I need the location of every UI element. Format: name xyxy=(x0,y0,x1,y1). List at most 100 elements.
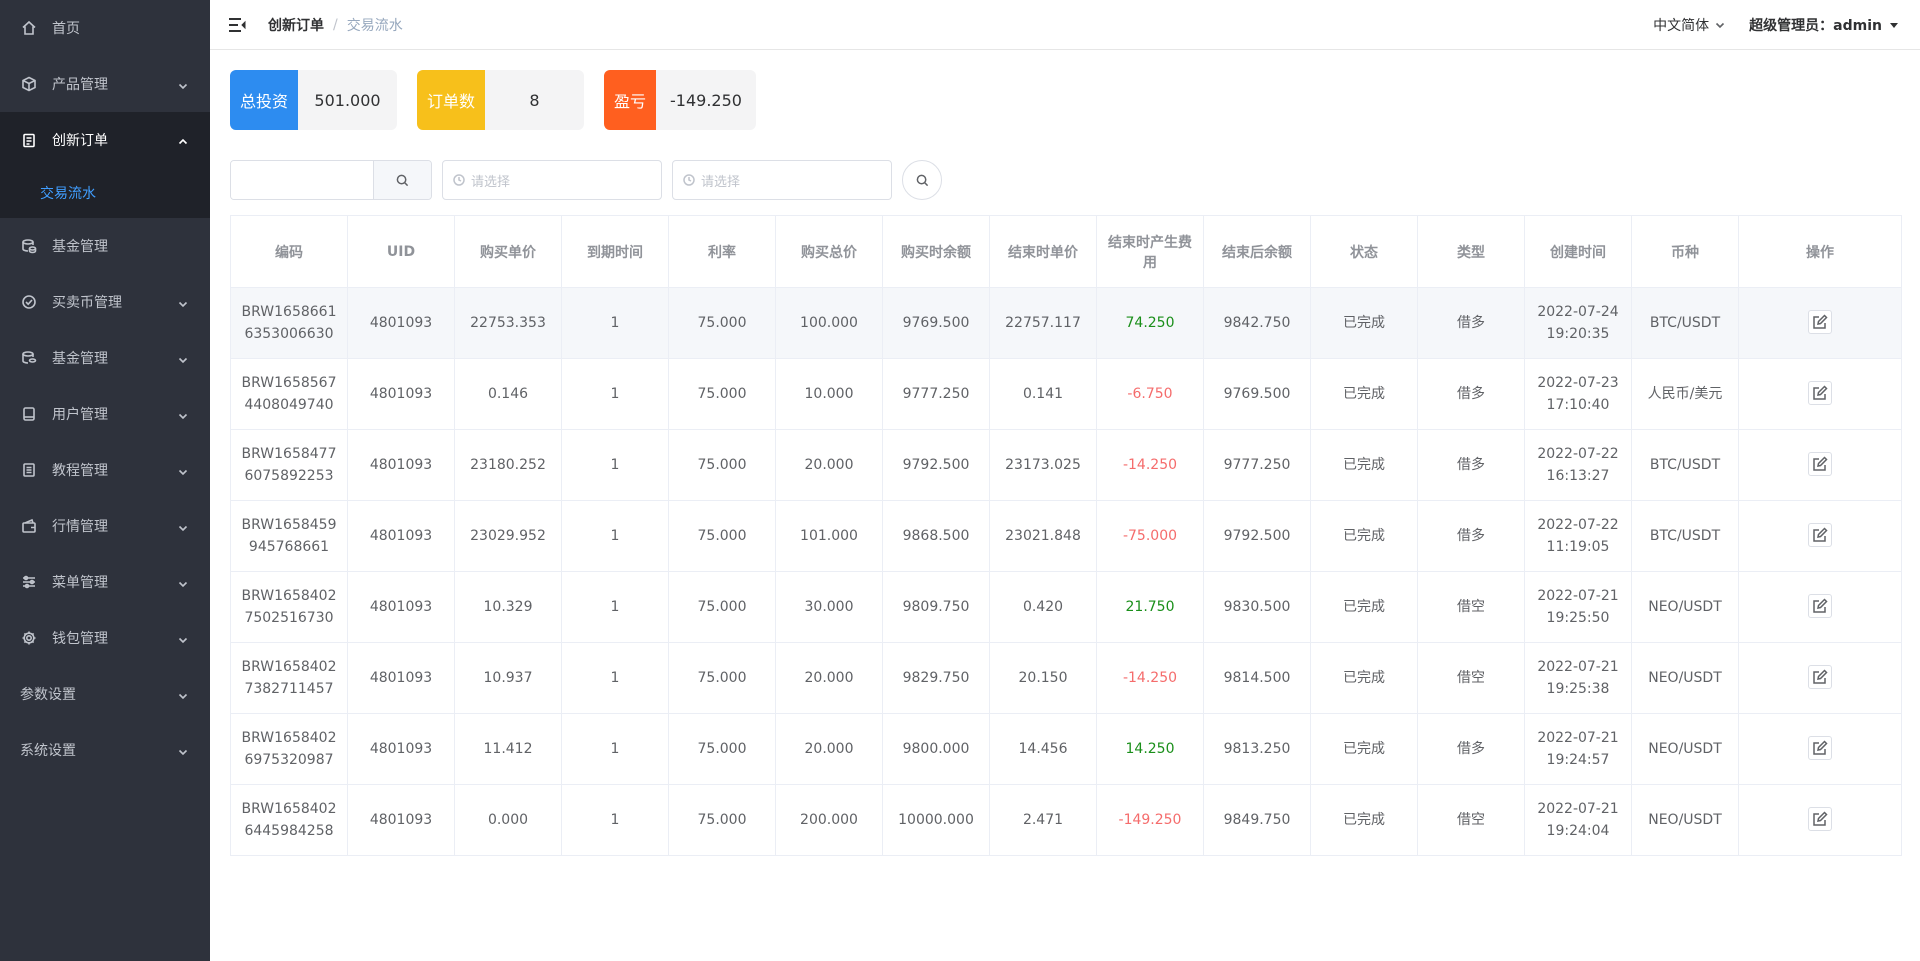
sidebar-item-system[interactable]: 系统设置 xyxy=(0,722,210,778)
cell-status: 已完成 xyxy=(1310,713,1418,785)
cell-type: 借多 xyxy=(1417,429,1525,501)
cell-balance-before: 9792.500 xyxy=(882,429,990,501)
cell-currency: NEO/USDT xyxy=(1631,642,1739,714)
cell-buy-total: 20.000 xyxy=(775,429,883,501)
edit-button[interactable] xyxy=(1808,309,1832,334)
cell-balance-before: 9868.500 xyxy=(882,500,990,572)
edit-button[interactable] xyxy=(1808,664,1832,689)
chevron-down-icon xyxy=(178,409,188,420)
chevron-up-icon xyxy=(178,135,188,145)
cell-fee: -6.750 xyxy=(1096,358,1204,430)
cell-buy-price: 0.000 xyxy=(454,784,562,856)
check-circle-icon xyxy=(20,293,38,311)
cell-status: 已完成 xyxy=(1310,500,1418,572)
cell-currency: BTC/USDT xyxy=(1631,500,1739,572)
sidebar-item-coin-trade[interactable]: 买卖币管理 xyxy=(0,274,210,330)
edit-button[interactable] xyxy=(1808,735,1832,760)
cell-balance-before: 10000.000 xyxy=(882,784,990,856)
edit-button[interactable] xyxy=(1808,380,1832,405)
sidebar-item-products[interactable]: 产品管理 xyxy=(0,56,210,112)
table-row: BRW16584776075892253 4801093 23180.252 1 75.… xyxy=(230,429,1902,501)
edit-icon xyxy=(1813,810,1828,826)
cell-status: 已完成 xyxy=(1310,642,1418,714)
cell-end-price: 20.150 xyxy=(989,642,1097,714)
sidebar-item-funds-2[interactable]: 基金管理 xyxy=(0,330,210,386)
user-menu[interactable]: 超级管理员：admin xyxy=(1749,15,1898,35)
date-end-placeholder: 请选择 xyxy=(701,174,741,190)
breadcrumb-parent[interactable]: 创新订单 xyxy=(268,17,324,34)
language-label: 中文简体 xyxy=(1653,18,1710,34)
cell-rate: 75.000 xyxy=(668,287,776,359)
caret-down-icon xyxy=(1890,22,1898,28)
tablet-icon xyxy=(20,405,38,423)
cell-rate: 75.000 xyxy=(668,713,776,785)
cell-end-price: 0.420 xyxy=(989,571,1097,643)
sidebar-item-funds[interactable]: 基金管理 xyxy=(0,218,210,274)
cell-fee: 14.250 xyxy=(1096,713,1204,785)
stat-label: 订单数 xyxy=(417,70,485,130)
cell-balance-before: 9769.500 xyxy=(882,287,990,359)
sidebar-subitem-transactions[interactable]: 交易流水 xyxy=(0,168,210,218)
date-start-picker[interactable]: 请选择 xyxy=(442,160,662,200)
column-header: 到期时间 xyxy=(561,215,669,288)
column-header: 利率 xyxy=(668,215,776,288)
cell-buy-total: 30.000 xyxy=(775,571,883,643)
edit-icon xyxy=(1813,739,1828,755)
cell-code: BRW16584026445984258 xyxy=(230,784,348,856)
table-row: BRW16586616353006630 4801093 22753.353 1 75.… xyxy=(230,287,1902,359)
stat-profit-loss: 盈亏 -149.250 xyxy=(604,70,756,130)
cell-actions xyxy=(1738,642,1902,714)
cell-code: BRW16585674408049740 xyxy=(230,358,348,430)
date-end-picker[interactable]: 请选择 xyxy=(672,160,892,200)
cell-status: 已完成 xyxy=(1310,429,1418,501)
cell-code: BRW16584027502516730 xyxy=(230,571,348,643)
cell-created: 2022-07-24 19:20:35 xyxy=(1524,287,1632,359)
search-button[interactable] xyxy=(373,161,431,199)
search-input[interactable] xyxy=(231,161,373,199)
cell-balance-after: 9814.500 xyxy=(1203,642,1311,714)
cell-balance-after: 9769.500 xyxy=(1203,358,1311,430)
cell-currency: NEO/USDT xyxy=(1631,784,1739,856)
cell-type: 借空 xyxy=(1417,784,1525,856)
cell-rate: 75.000 xyxy=(668,358,776,430)
sidebar-item-innovation-orders[interactable]: 创新订单 xyxy=(0,112,210,168)
cell-status: 已完成 xyxy=(1310,571,1418,643)
sidebar-item-menus[interactable]: 菜单管理 xyxy=(0,554,210,610)
sidebar-item-market[interactable]: 行情管理 xyxy=(0,498,210,554)
cell-code: BRW16584776075892253 xyxy=(230,429,348,501)
header-right: 中文简体 超级管理员：admin xyxy=(1653,0,1898,50)
sidebar-item-label: 基金管理 xyxy=(52,351,108,367)
cell-expiry: 1 xyxy=(561,713,669,785)
edit-button[interactable] xyxy=(1808,806,1832,831)
cell-buy-price: 11.412 xyxy=(454,713,562,785)
edit-button[interactable] xyxy=(1808,522,1832,547)
edit-button[interactable] xyxy=(1808,593,1832,618)
table-row: BRW16584027382711457 4801093 10.937 1 75.000… xyxy=(230,642,1902,714)
document-icon xyxy=(20,461,38,479)
sidebar-item-home[interactable]: 首页 xyxy=(0,0,210,56)
cell-actions xyxy=(1738,571,1902,643)
cell-balance-before: 9800.000 xyxy=(882,713,990,785)
menu-toggle-icon[interactable] xyxy=(228,17,246,33)
cell-end-price: 23173.025 xyxy=(989,429,1097,501)
chevron-down-icon xyxy=(178,521,188,532)
column-header: 购买单价 xyxy=(454,215,562,288)
search-submit-button[interactable] xyxy=(902,160,942,200)
cell-rate: 75.000 xyxy=(668,571,776,643)
language-select[interactable]: 中文简体 xyxy=(1653,15,1725,35)
cell-balance-after: 9813.250 xyxy=(1203,713,1311,785)
stat-label: 盈亏 xyxy=(604,70,656,130)
date-start-placeholder: 请选择 xyxy=(471,174,511,190)
sidebar-item-tutorials[interactable]: 教程管理 xyxy=(0,442,210,498)
stat-total-investment: 总投资 501.000 xyxy=(230,70,397,130)
sliders-icon xyxy=(20,573,38,591)
sidebar-item-params[interactable]: 参数设置 xyxy=(0,666,210,722)
cell-expiry: 1 xyxy=(561,287,669,359)
sidebar-item-users[interactable]: 用户管理 xyxy=(0,386,210,442)
cell-actions xyxy=(1738,358,1902,430)
edit-button[interactable] xyxy=(1808,451,1832,476)
cell-expiry: 1 xyxy=(561,571,669,643)
cell-buy-total: 20.000 xyxy=(775,713,883,785)
breadcrumb: 创新订单 / 交易流水 xyxy=(268,15,403,35)
sidebar-item-wallets[interactable]: 钱包管理 xyxy=(0,610,210,666)
